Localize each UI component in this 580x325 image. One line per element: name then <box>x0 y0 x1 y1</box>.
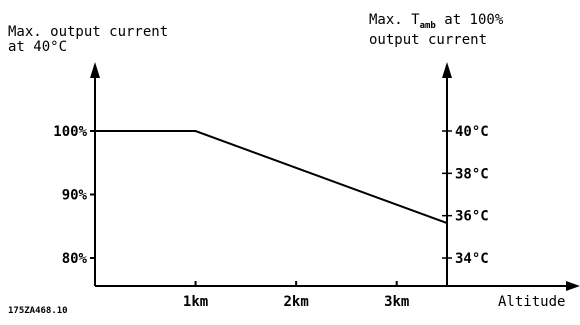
derating-curve <box>95 130 448 225</box>
axes <box>90 62 580 291</box>
right-axis-title-line-1: Max. Tamb at 100% <box>369 12 504 31</box>
left-y-tick-label: 90% <box>62 188 88 204</box>
left-y-tick-label: 80% <box>62 251 88 267</box>
right-axis-title-line-2: output current <box>369 32 487 48</box>
right-axis-title-prefix: Max. T <box>369 12 420 28</box>
x-tick-label: 2km <box>283 294 308 310</box>
right-axis-title-subscript: amb <box>420 21 437 31</box>
x-tick-label: 1km <box>183 294 208 310</box>
right-y-ticks: 40°C 38°C 36°C 34°C <box>442 124 489 267</box>
left-axis-title-line-2: at 40°C <box>8 39 67 55</box>
x-ticks: 1km 2km 3km <box>183 281 409 310</box>
x-axis-label: Altitude <box>498 294 565 310</box>
x-tick-label: 3km <box>384 294 409 310</box>
left-axis-title-line-1: Max. output current <box>8 24 168 40</box>
left-y-axis-arrow <box>90 62 100 78</box>
right-y-tick-label: 34°C <box>455 251 489 267</box>
right-y-tick-label: 40°C <box>455 124 489 140</box>
right-y-tick-label: 38°C <box>455 166 489 182</box>
figure-code: 175ZA468.10 <box>8 306 68 316</box>
x-axis-arrow <box>566 281 580 291</box>
right-y-axis-arrow <box>442 62 452 78</box>
right-axis-title-suffix: at 100% <box>436 12 504 28</box>
right-y-tick-label: 36°C <box>455 209 489 225</box>
left-y-ticks: 100% 90% 80% <box>53 124 95 267</box>
series-layer <box>95 130 448 225</box>
left-y-tick-label: 100% <box>53 124 87 140</box>
